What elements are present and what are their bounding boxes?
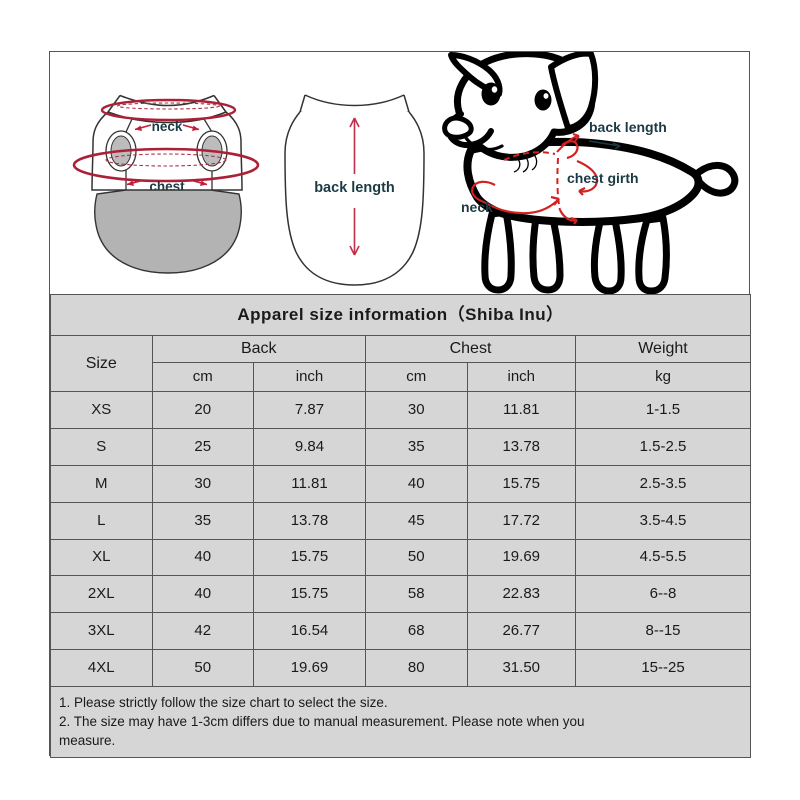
svg-text:back length: back length bbox=[589, 119, 667, 135]
svg-text:chest girth: chest girth bbox=[567, 170, 639, 186]
svg-text:neck: neck bbox=[461, 199, 493, 215]
svg-text:back length: back length bbox=[314, 180, 395, 196]
svg-text:neck: neck bbox=[152, 119, 183, 134]
